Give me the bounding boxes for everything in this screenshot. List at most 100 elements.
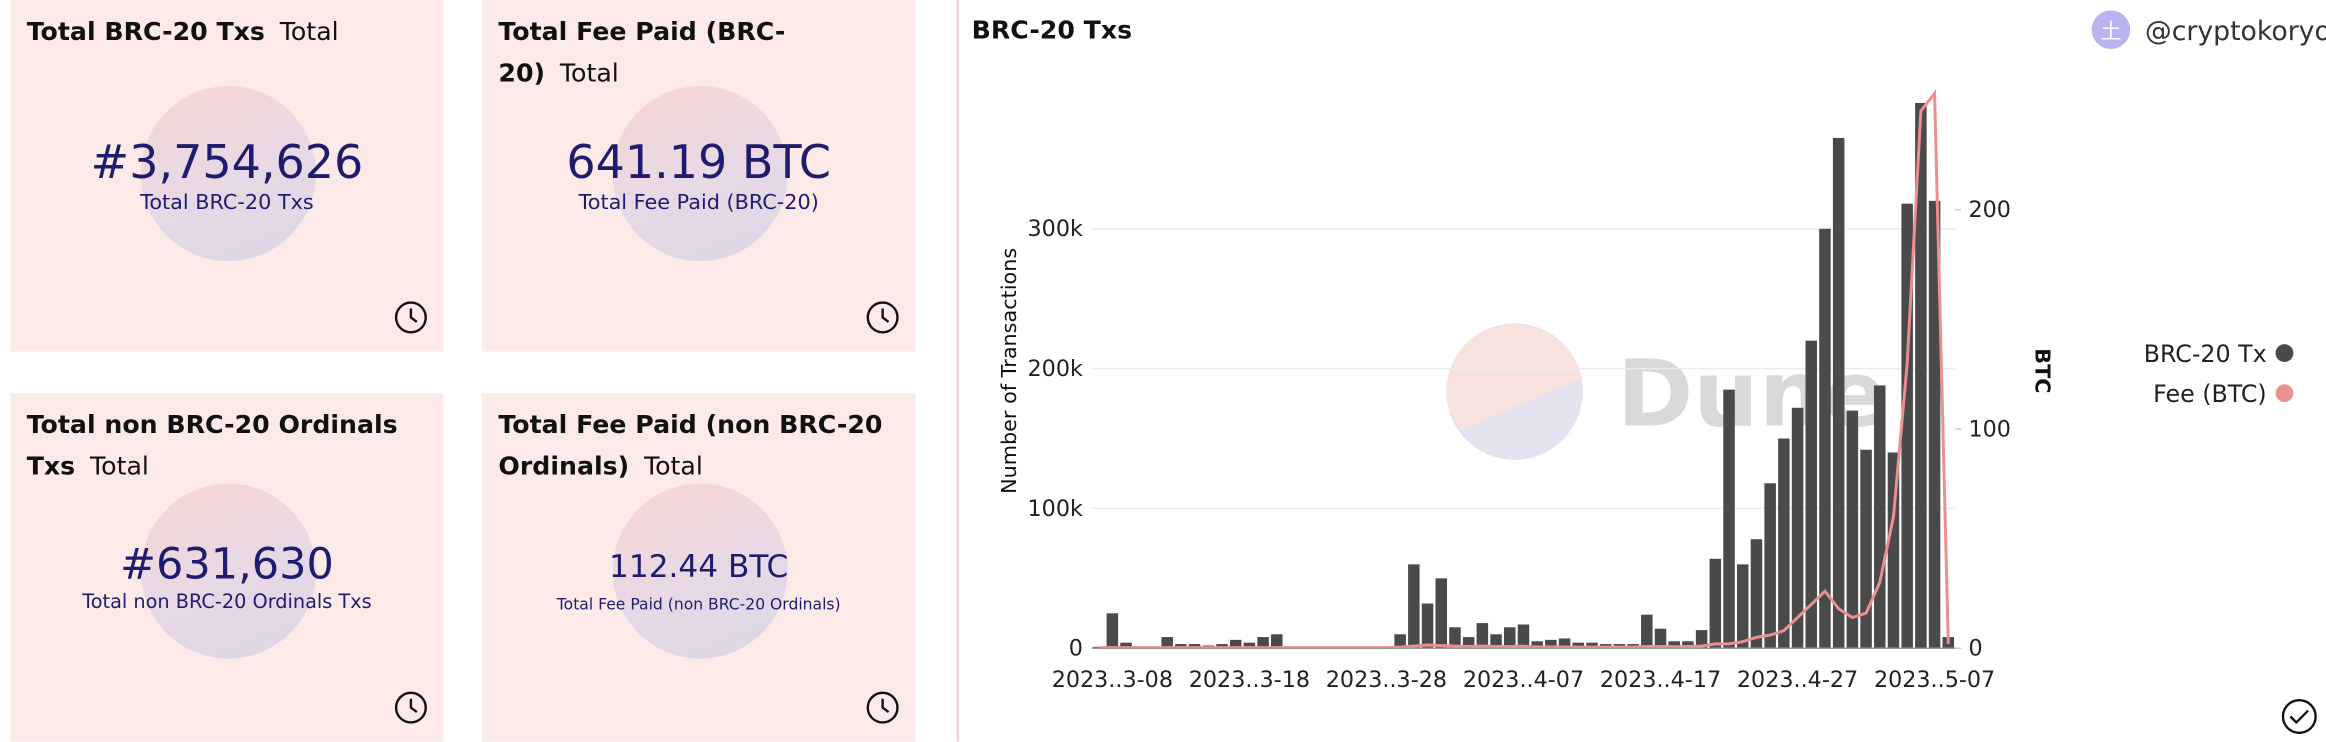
bar xyxy=(1394,634,1406,649)
bar xyxy=(1476,623,1489,649)
counter-label: Total non BRC-20 Ordinals Txs xyxy=(82,591,372,615)
x-tick-label: 2023..5-07 xyxy=(1874,667,1995,693)
bar xyxy=(1750,539,1763,649)
bar xyxy=(1257,637,1269,649)
bar xyxy=(1449,627,1461,649)
chart: BRC-20 Txs 土 @cryptokoryo Dune Number of… xyxy=(956,0,2326,742)
watermark-logo xyxy=(1446,323,1583,460)
bar xyxy=(1819,228,1831,649)
bar xyxy=(1668,641,1680,649)
bar xyxy=(1243,642,1256,649)
tag: Total xyxy=(90,452,149,483)
bar xyxy=(1106,613,1119,649)
bar xyxy=(1572,642,1585,649)
bar xyxy=(1558,638,1571,649)
bar xyxy=(1408,564,1420,649)
bar xyxy=(1229,639,1242,649)
x-tick-label: 2023..3-28 xyxy=(1326,667,1447,693)
bar xyxy=(1435,578,1448,649)
clock-icon[interactable] xyxy=(393,690,429,726)
decor xyxy=(140,483,316,659)
bar xyxy=(1682,641,1694,649)
author[interactable]: @cryptokoryo xyxy=(2145,16,2326,47)
bar xyxy=(1421,603,1434,649)
bar xyxy=(1778,438,1790,649)
x-tick-label: 2023..3-08 xyxy=(1052,667,1173,693)
bar xyxy=(1517,624,1530,649)
bar xyxy=(1832,137,1845,649)
check-icon[interactable] xyxy=(2281,698,2317,734)
legend-label: Fee (BTC) xyxy=(2153,380,2267,408)
y2-axis-title: BTC xyxy=(2030,348,2054,393)
counter-value: 641.19 BTC xyxy=(566,136,831,190)
y-tick-label: 300k xyxy=(1028,216,1083,242)
bar xyxy=(1928,200,1941,649)
title: Total non BRC-20 Ordinals Txs xyxy=(26,410,398,483)
watermark: Dune xyxy=(1617,341,1887,448)
decor xyxy=(612,483,788,659)
x-tick-label: 2023..3-18 xyxy=(1189,667,1310,693)
y-axis-title: Number of Transactions xyxy=(997,248,1021,494)
bar xyxy=(1504,627,1516,649)
bar xyxy=(1490,634,1502,649)
decor xyxy=(612,86,788,262)
counter-label: Total Fee Paid (non BRC-20 Ordinals) xyxy=(556,596,841,615)
tag: Total xyxy=(559,59,619,90)
clock-icon[interactable] xyxy=(865,300,901,336)
bar xyxy=(1586,642,1598,649)
clock-icon[interactable] xyxy=(865,690,901,726)
clock-icon[interactable] xyxy=(393,300,429,336)
bar xyxy=(1709,558,1722,649)
title: Total Fee Paid (BRC-20) xyxy=(498,17,786,90)
bar xyxy=(1915,102,1927,649)
bar xyxy=(1641,614,1653,649)
bar xyxy=(1654,628,1667,649)
bar xyxy=(1161,637,1173,649)
bar xyxy=(1545,639,1557,649)
title: Total Fee Paid (non BRC-20 Ordinals) xyxy=(498,410,883,483)
x-tick-label: 2023..4-27 xyxy=(1737,667,1858,693)
counter-card: Total Fee Paid (non BRC-20 Ordinals) Tota… xyxy=(482,393,916,742)
bar xyxy=(1901,203,1913,649)
bar xyxy=(1860,449,1872,649)
counter-card: Total non BRC-20 Ordinals Txs Total #631,… xyxy=(10,393,444,742)
bar xyxy=(1764,483,1776,649)
x-tick-label: 2023..4-17 xyxy=(1600,667,1721,693)
x-tick-label: 2023..4-07 xyxy=(1463,667,1584,693)
legend-label: BRC-20 Tx xyxy=(2144,340,2267,368)
legend-swatch xyxy=(2275,384,2294,403)
bar xyxy=(1736,564,1749,649)
card-title: Total non BRC-20 Ordinals Txs Total xyxy=(27,405,428,488)
counter-label: Total BRC-20 Txs xyxy=(140,191,314,216)
avatar xyxy=(2091,10,2131,49)
y-tick-label: 100k xyxy=(1028,496,1083,522)
y-tick-label: 0 xyxy=(1069,636,1083,662)
tag: Total xyxy=(643,452,703,483)
legend-swatch xyxy=(2275,344,2294,362)
bar xyxy=(1874,385,1886,649)
y2-tick-label: 0 xyxy=(1968,636,1982,662)
counter-card: Total Fee Paid (BRC-20) Total 641.19 BTC … xyxy=(482,0,916,352)
card-title: Total Fee Paid (BRC-20) Total xyxy=(498,12,899,95)
bar xyxy=(1805,340,1818,649)
bar xyxy=(1531,641,1543,649)
decor xyxy=(140,86,316,262)
bar xyxy=(1271,634,1283,649)
bar xyxy=(1120,642,1132,649)
bar xyxy=(1791,407,1804,649)
check-mark xyxy=(2289,709,2310,725)
avatar-glyph: 土 xyxy=(2101,20,2122,44)
counter-value: #3,754,626 xyxy=(90,136,364,190)
y2-tick-label: 100 xyxy=(1968,416,2010,442)
bar xyxy=(1462,637,1475,649)
bar xyxy=(1695,630,1708,649)
counter-value: #631,630 xyxy=(119,538,334,589)
bar xyxy=(1723,389,1735,649)
card-title: Total Fee Paid (non BRC-20 Ordinals) Tota… xyxy=(498,405,899,488)
title: Total BRC-20 Txs xyxy=(26,17,265,48)
y2-tick-label: 200 xyxy=(1968,197,2010,223)
tag: Total xyxy=(279,17,339,48)
bar xyxy=(1846,410,1859,649)
counter-value: 112.44 BTC xyxy=(609,548,789,585)
